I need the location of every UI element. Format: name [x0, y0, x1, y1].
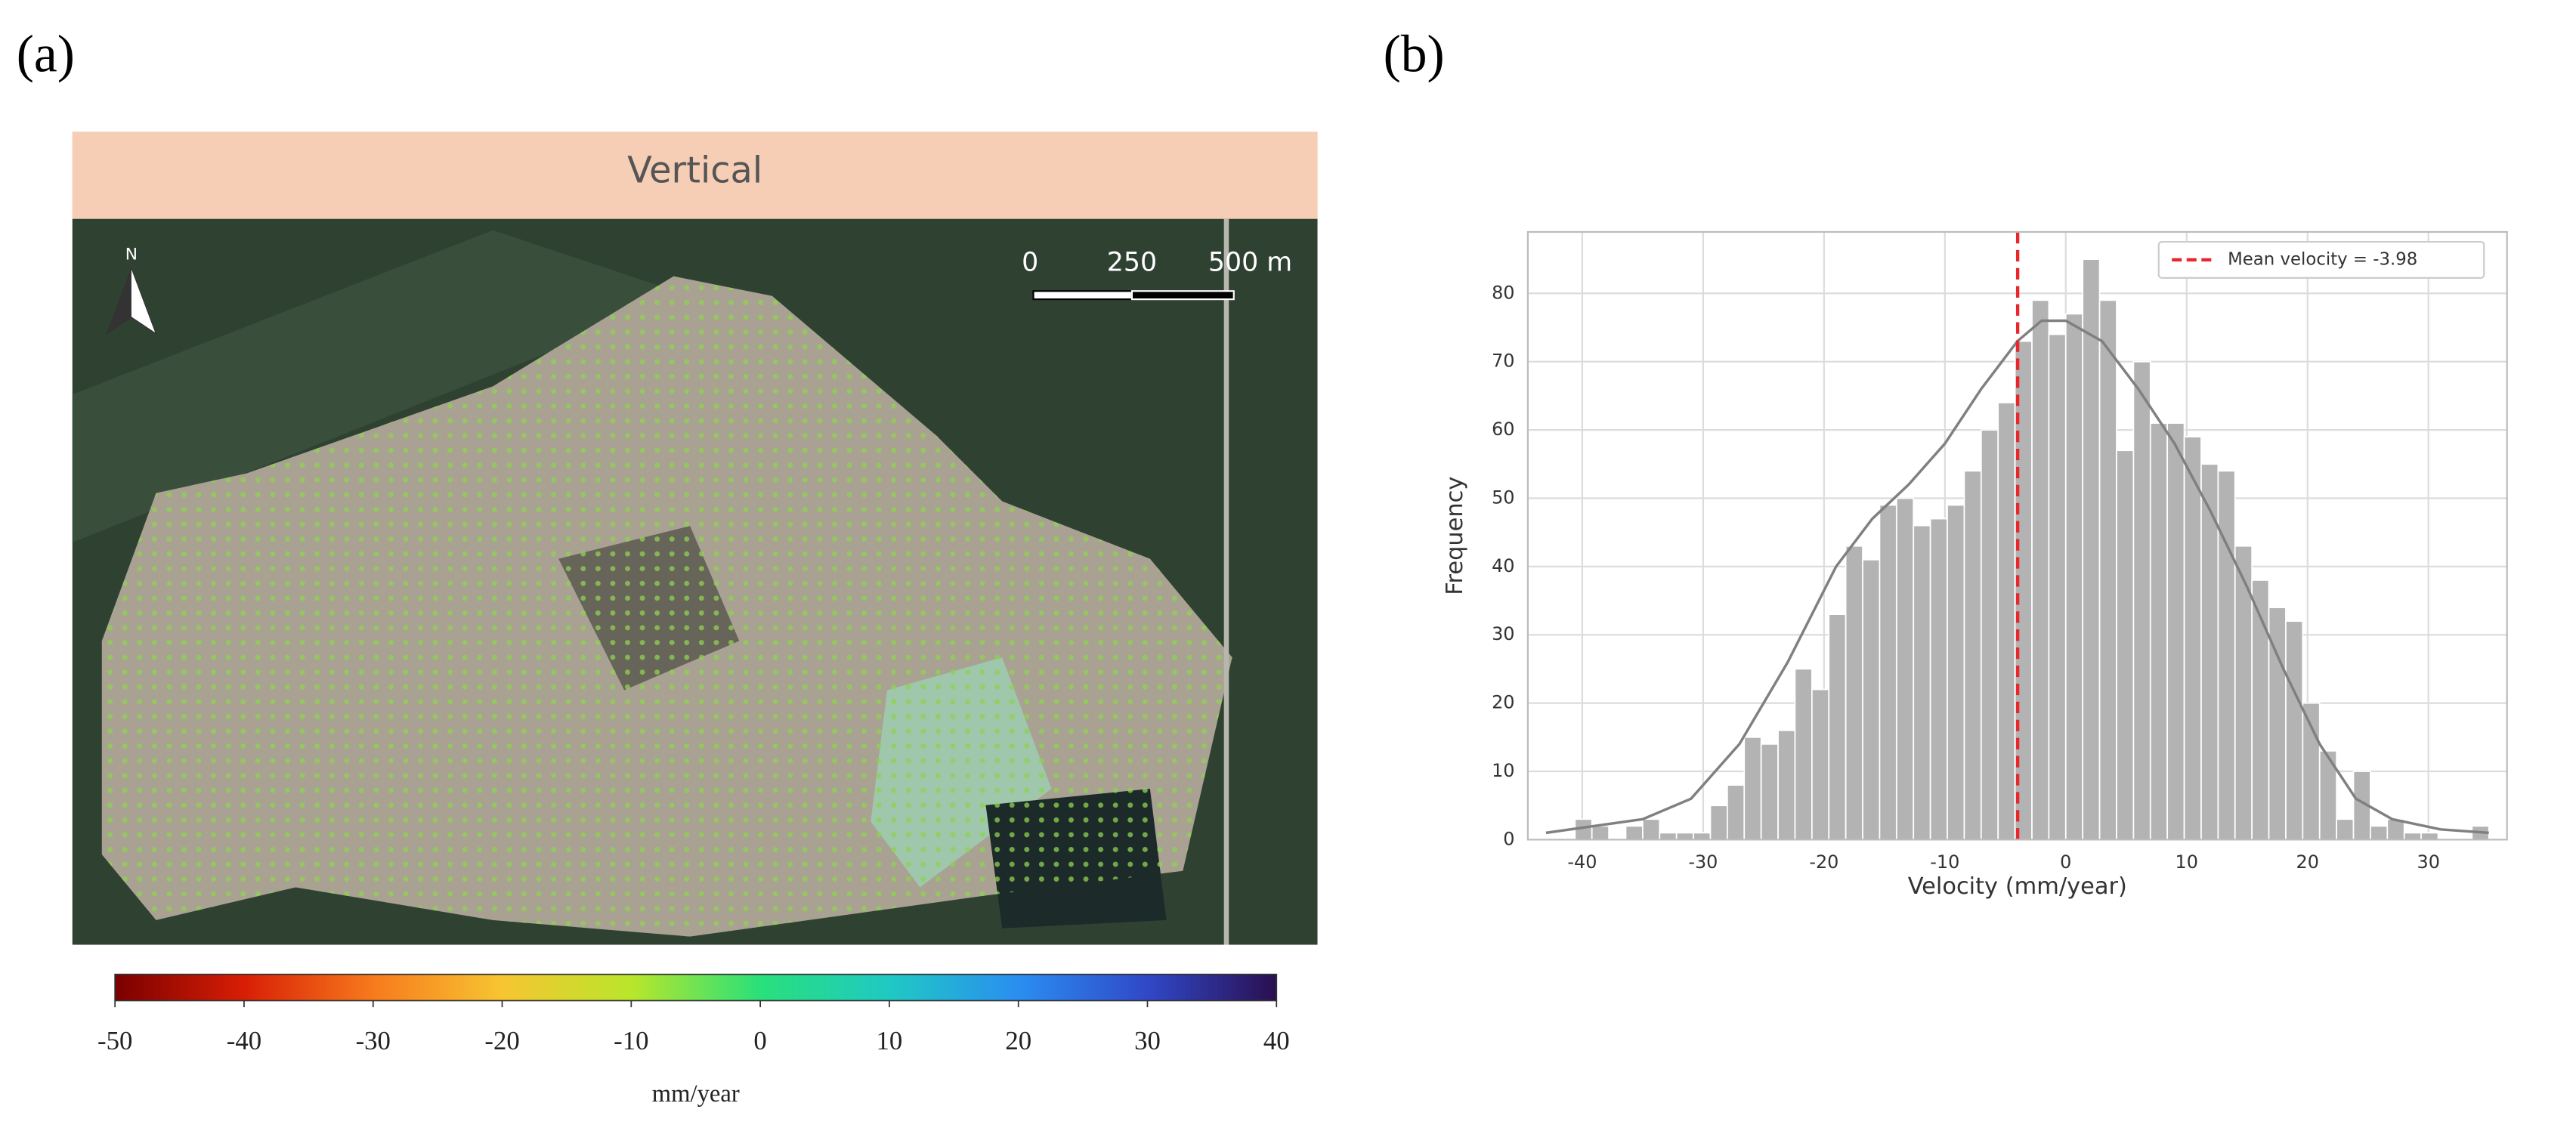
x-tick-label: 30: [2417, 851, 2439, 873]
x-tick-label: -10: [1930, 851, 1959, 873]
map: [72, 218, 1318, 945]
kde-line: [1545, 319, 2489, 835]
north-arrow: N: [105, 245, 157, 335]
bar: [2031, 299, 2050, 841]
bar: [1659, 832, 1678, 841]
bar: [2132, 360, 2151, 841]
bar: [2370, 825, 2389, 841]
y-tick-label: 0: [1503, 828, 1514, 849]
north-label: N: [125, 245, 138, 264]
colorbar-tick-label: -40: [227, 1026, 261, 1055]
bar: [1727, 784, 1746, 841]
y-tick-label: 40: [1492, 555, 1514, 576]
bar: [2082, 258, 2101, 841]
panel-label: (b): [1384, 26, 1445, 84]
measurement-points: [101, 276, 1232, 937]
bar: [1980, 429, 1999, 841]
colorbar-tick-label: -50: [97, 1026, 132, 1055]
scale-label: 0: [1022, 247, 1038, 277]
bar: [1675, 832, 1694, 841]
bar: [1777, 729, 1796, 841]
colorbar-tick-label: 30: [1134, 1026, 1161, 1055]
bar: [1794, 668, 1813, 841]
legend-label: Mean velocity = -3.98: [2228, 249, 2417, 269]
bar: [1845, 545, 1863, 841]
colorbar-tick-label: 10: [877, 1026, 903, 1055]
bar: [1642, 818, 1661, 841]
bar: [2116, 450, 2135, 841]
bar: [1811, 688, 1830, 841]
scale-label: 500 m: [1208, 247, 1292, 277]
colorbar-label: mm/year: [652, 1080, 740, 1108]
x-tick-label: -40: [1567, 851, 1597, 873]
panel-label: (a): [17, 26, 75, 84]
x-tick-label: 0: [2060, 851, 2071, 873]
x-tick-label: 10: [2176, 851, 2198, 873]
colorbar-gradient: [114, 973, 1278, 1002]
bar: [2403, 832, 2422, 841]
bar: [2098, 299, 2117, 841]
bar: [2336, 818, 2355, 841]
x-axis-label: Velocity (mm/year): [1908, 873, 2127, 900]
colorbar-tick-label: -30: [356, 1026, 391, 1055]
scale-bar-segment: [1032, 290, 1133, 301]
bar: [2420, 832, 2439, 841]
bar: [1963, 470, 1982, 841]
bar: [1709, 805, 1728, 841]
y-tick-label: 50: [1492, 487, 1514, 508]
y-tick-label: 70: [1492, 351, 1514, 372]
scale-bar-segment: [1130, 290, 1235, 301]
bar: [1997, 402, 2016, 841]
forest: [72, 230, 691, 542]
bar: [2048, 333, 2067, 841]
bar: [1693, 832, 1712, 841]
bar: [2149, 422, 2169, 841]
bar: [1913, 524, 1931, 841]
histogram: 0 10 20 30 40 50 60 70 80 -40 -30 -20 -10 0 10 20 30 Mean…: [1442, 230, 2508, 900]
bar: [1947, 504, 1965, 841]
scale-label: 250: [1107, 247, 1157, 277]
x-tick-label: -20: [1809, 851, 1838, 873]
colorbar-tick-label: 0: [753, 1026, 766, 1055]
bar: [1862, 558, 1881, 841]
colorbar-tick-label: -10: [614, 1026, 648, 1055]
legend-box: [2157, 240, 2485, 279]
bar: [1591, 825, 1610, 841]
bar: [1760, 743, 1779, 841]
bar: [2064, 313, 2084, 841]
bar: [1828, 613, 1847, 841]
bar: [2217, 470, 2236, 841]
scale-bar: 0 250 500 m: [1022, 247, 1292, 301]
colorbar-tick-label: 40: [1263, 1026, 1290, 1055]
colorbar: -50 -40 -30 -20 -10 0 10 20 30 40 mm/year: [97, 973, 1290, 1108]
map-title: Vertical: [627, 150, 762, 192]
plot-frame: [1526, 230, 2508, 841]
road: [1223, 218, 1229, 945]
bar: [1743, 736, 1762, 841]
y-tick-label: 10: [1492, 760, 1514, 781]
y-tick-label: 30: [1492, 623, 1514, 644]
x-tick-label: -30: [1688, 851, 1718, 873]
bar: [1879, 504, 1897, 841]
bar: [2285, 620, 2304, 841]
bar: [2183, 436, 2202, 841]
north-arrow-shade: [107, 267, 131, 334]
colorbar-tick-label: 20: [1005, 1026, 1031, 1055]
title-band: [72, 131, 1318, 219]
y-tick-label: 20: [1492, 692, 1514, 713]
x-tick-label: 20: [2296, 851, 2319, 873]
y-tick-label: 60: [1492, 419, 1514, 440]
bar: [1625, 825, 1644, 841]
colorbar-tick-label: -20: [484, 1026, 519, 1055]
bar: [1929, 518, 1948, 841]
bar: [1895, 497, 1915, 841]
y-axis-label: Frequency: [1442, 477, 1468, 595]
bar: [2166, 422, 2185, 841]
y-tick-label: 80: [1492, 282, 1514, 303]
